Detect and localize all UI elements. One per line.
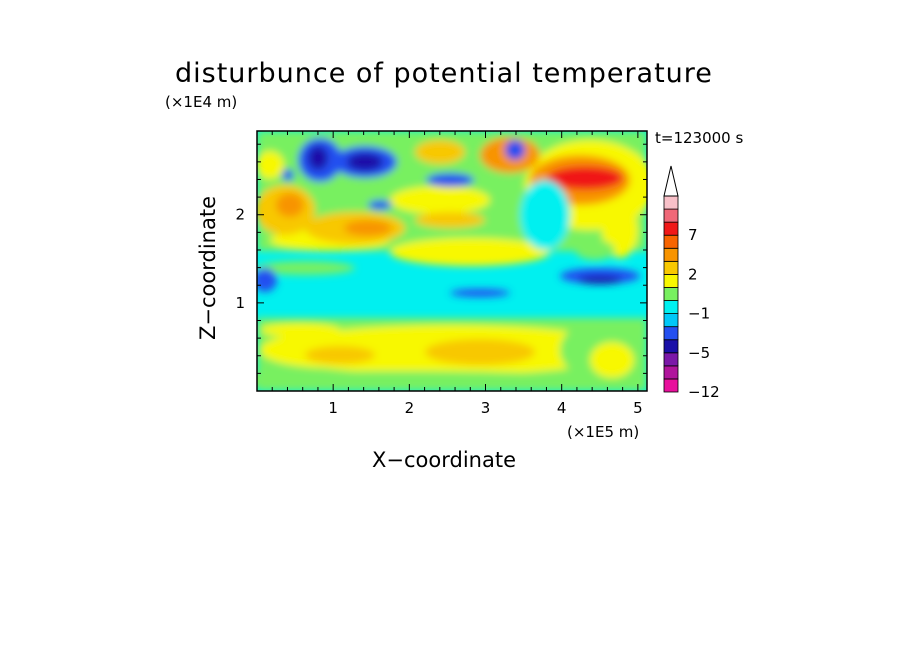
colorbar-swatch	[663, 195, 679, 210]
x-tick-label: 4	[557, 399, 567, 417]
x-axis-scale-label: (×1E5 m)	[567, 423, 640, 441]
colorbar: −12−5−127	[663, 165, 720, 401]
plot-frame	[256, 130, 648, 392]
colorbar-swatch	[663, 300, 679, 314]
colorbar-swatch	[663, 352, 679, 367]
time-label: t=123000 s	[655, 129, 744, 147]
colorbar-label: −12	[688, 383, 720, 401]
y-axis-scale-label: (×1E4 m)	[165, 93, 238, 111]
x-tick-label: 3	[481, 399, 491, 417]
colorbar-extension-arrow	[663, 165, 679, 197]
x-axis-label: X−coordinate	[372, 448, 516, 472]
chart-title: disturbunce of potential temperature	[175, 58, 713, 89]
y-tick-label: 1	[235, 294, 245, 312]
colorbar-swatch	[663, 247, 679, 262]
colorbar-label: 7	[688, 226, 698, 244]
x-tick-label: 5	[633, 399, 643, 417]
colorbar-label: −1	[688, 305, 710, 323]
colorbar-swatch	[663, 326, 679, 341]
colorbar-swatch	[663, 208, 679, 223]
colorbar-label: 2	[688, 265, 698, 283]
colorbar-swatch	[663, 378, 679, 393]
colorbar-swatch	[663, 339, 679, 354]
colorbar-swatch	[663, 221, 679, 236]
colorbar-swatch	[663, 234, 679, 249]
y-tick-label: 2	[235, 206, 245, 224]
x-tick-label: 2	[405, 399, 415, 417]
colorbar-swatch	[663, 365, 679, 380]
axis-ticks: 1 2 3 4 5 1 2	[235, 131, 647, 417]
colorbar-swatch	[663, 260, 679, 275]
contour-field	[257, 131, 647, 391]
colorbar-swatch	[663, 287, 679, 301]
colorbar-label: −5	[688, 344, 710, 362]
x-tick-label: 1	[328, 399, 338, 417]
colorbar-swatch	[663, 273, 679, 288]
colorbar-swatch	[663, 313, 679, 328]
